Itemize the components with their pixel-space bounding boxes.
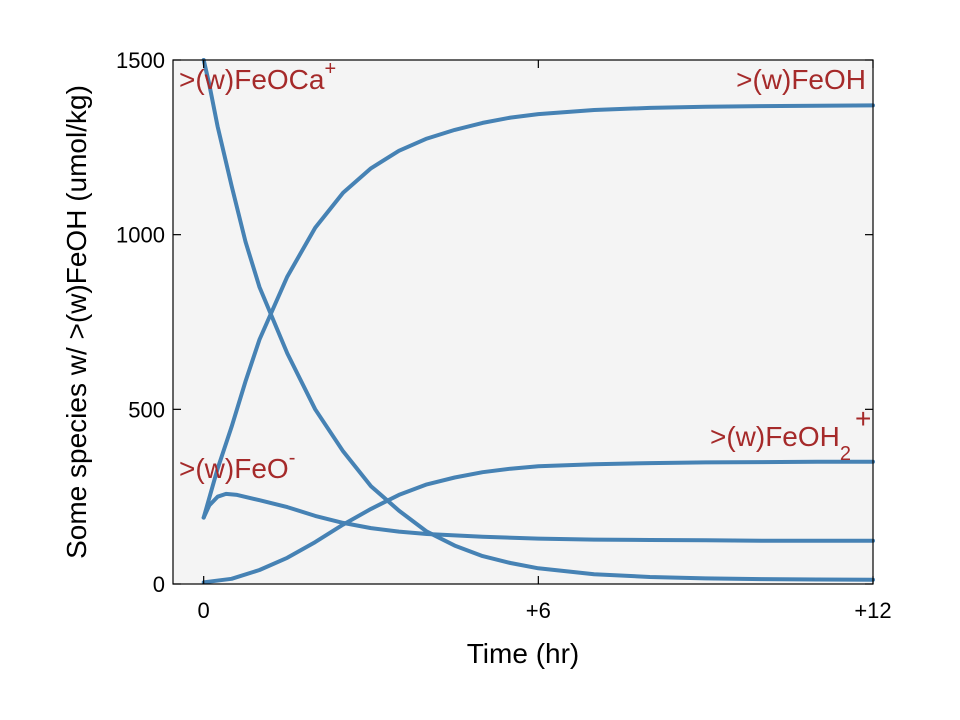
- series-label-3: >(w)FeOH2: [710, 421, 851, 465]
- series-line-2: [201, 491, 875, 543]
- series-line-0: [201, 103, 875, 520]
- series-label-0: >(w)FeOH: [736, 64, 866, 95]
- series-line-1: [201, 58, 875, 582]
- series-label-2: >(w)FeO-: [179, 447, 295, 484]
- plot-frame: [172, 59, 874, 585]
- y-axis-title: Some species w/ >(w)FeOH (umol/kg): [61, 85, 92, 559]
- series-line-3: [201, 459, 875, 585]
- series-label-1: >(w)FeOCa+: [179, 58, 336, 95]
- x-axis-title: Time (hr): [467, 638, 580, 669]
- x-tick-label-1: +6: [526, 598, 551, 623]
- x-tick-label-0: 0: [198, 598, 210, 623]
- series-label-sup-3: +: [855, 403, 871, 434]
- tick-layer: 0 500 1000 1500 0 +6 +12: [116, 48, 892, 623]
- y-tick-label-0: 0: [153, 572, 165, 597]
- y-tick-label-2: 1000: [116, 223, 165, 248]
- y-tick-label-1: 500: [128, 397, 165, 422]
- plot-background: [173, 60, 873, 584]
- y-tick-label-3: 1500: [116, 48, 165, 73]
- label-layer: >(w)FeOH >(w)FeOCa+ >(w)FeO- >(w)FeOH2+: [179, 58, 871, 484]
- series-layer: [201, 58, 875, 585]
- x-tick-label-2: +12: [854, 598, 891, 623]
